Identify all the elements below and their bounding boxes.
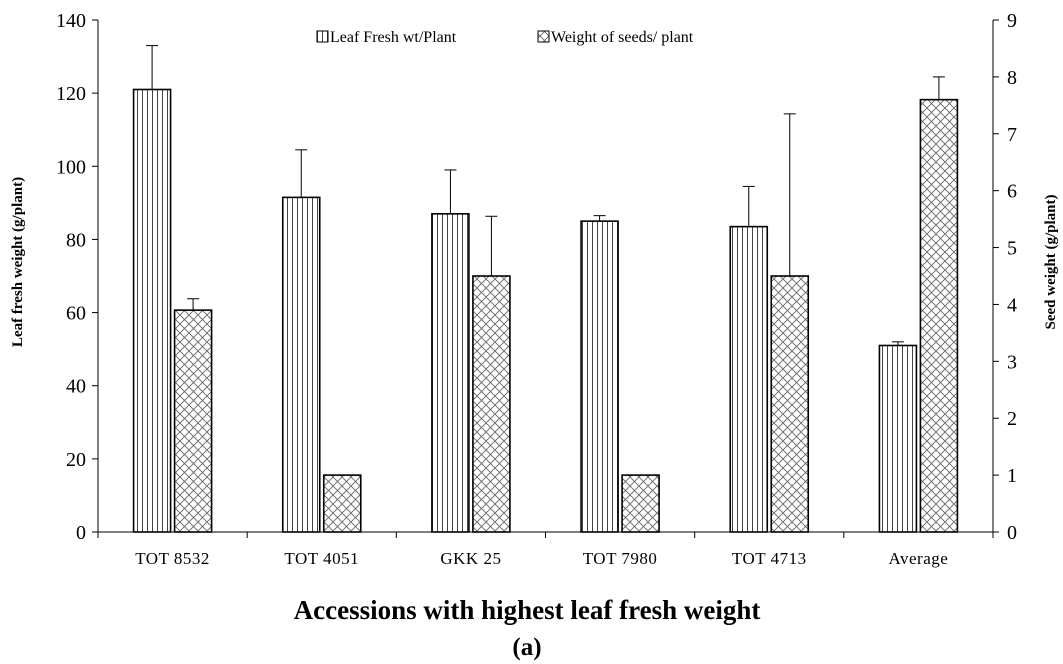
x-category-label: Average xyxy=(889,549,949,568)
x-category-label: TOT 4051 xyxy=(284,549,359,568)
right-tick-label: 0 xyxy=(1007,522,1017,544)
right-y-ticks: 0 1 2 3 4 5 6 7 8 9 xyxy=(993,10,1017,544)
bars xyxy=(132,88,959,533)
legend-swatch-seeds xyxy=(537,30,550,43)
legend-label-leaf: Leaf Fresh wt/Plant xyxy=(330,29,457,46)
left-tick-label: 0 xyxy=(76,522,86,544)
left-y-axis-title: Leaf fresh weight (g/plant) xyxy=(10,177,26,347)
bar-leaf-fresh-weight xyxy=(431,213,470,533)
right-tick-label: 5 xyxy=(1007,238,1017,260)
bar-leaf-fresh-weight xyxy=(878,344,918,533)
right-tick-label: 8 xyxy=(1007,67,1017,89)
x-category-label: GKK 25 xyxy=(440,549,501,568)
bar-seed-weight xyxy=(322,474,362,533)
x-axis-title: Accessions with highest leaf fresh weigh… xyxy=(294,595,761,625)
bar-leaf-fresh-weight xyxy=(729,225,769,533)
left-tick-label: 80 xyxy=(66,229,86,251)
chart-subtitle: (a) xyxy=(512,634,541,661)
bar-seed-weight xyxy=(621,474,660,533)
right-tick-label: 4 xyxy=(1007,294,1017,316)
left-tick-label: 100 xyxy=(56,156,86,178)
bar-seed-weight xyxy=(770,275,810,533)
right-y-axis-title: Seed weight (g/plant) xyxy=(1043,194,1059,329)
left-tick-label: 60 xyxy=(66,303,86,325)
bar-leaf-fresh-weight xyxy=(281,196,321,533)
right-tick-label: 2 xyxy=(1007,408,1017,430)
left-tick-label: 40 xyxy=(66,376,86,398)
right-tick-label: 1 xyxy=(1007,465,1017,487)
x-category-label: TOT 7980 xyxy=(583,549,658,568)
bar-seed-weight xyxy=(472,275,511,533)
left-tick-label: 140 xyxy=(56,10,86,32)
legend: Leaf Fresh wt/Plant Weight of seeds/ pla… xyxy=(316,29,694,46)
right-tick-label: 9 xyxy=(1007,10,1017,32)
bar-seed-weight xyxy=(173,309,213,533)
legend-swatch-leaf xyxy=(316,30,329,43)
left-tick-label: 120 xyxy=(56,83,86,105)
x-category-label: TOT 4713 xyxy=(732,549,807,568)
bar-leaf-fresh-weight xyxy=(580,220,619,533)
right-tick-label: 6 xyxy=(1007,181,1017,203)
right-tick-label: 3 xyxy=(1007,351,1017,373)
bar-seed-weight xyxy=(919,98,959,533)
x-category-label: TOT 8532 xyxy=(135,549,210,568)
legend-label-seeds: Weight of seeds/ plant xyxy=(551,29,694,46)
left-tick-label: 20 xyxy=(66,449,86,471)
bar-leaf-fresh-weight xyxy=(132,88,172,533)
error-bars xyxy=(146,45,945,346)
x-ticks: TOT 8532 TOT 4051 GKK 25 TOT 7980 TOT 4713 Av… xyxy=(97,532,994,568)
right-tick-label: 7 xyxy=(1007,124,1017,146)
left-y-ticks: 0 20 40 60 80 100 120 140 xyxy=(56,10,98,544)
